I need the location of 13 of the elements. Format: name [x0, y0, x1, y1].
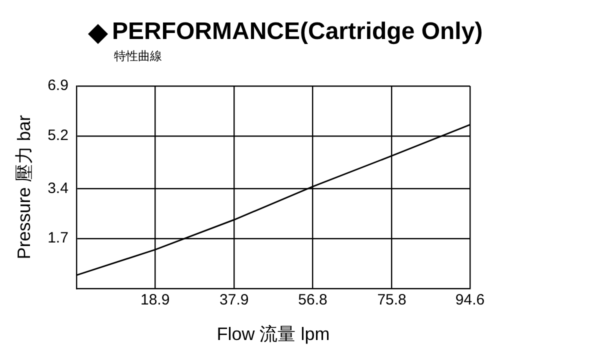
- x-tick-label: 75.8: [377, 292, 406, 309]
- x-tick-label: 56.8: [298, 292, 328, 309]
- x-axis-title: Flow 流量 lpm: [216, 324, 330, 344]
- y-tick-label: 6.9: [48, 77, 68, 94]
- y-tick-label: 1.7: [48, 230, 68, 247]
- x-tick-label: 94.6: [455, 292, 485, 309]
- x-tick-label: 18.9: [140, 292, 170, 309]
- y-tick-label: 5.2: [48, 127, 68, 144]
- y-axis-title: Pressure 壓力 bar: [14, 115, 34, 260]
- y-tick-label: 3.4: [48, 180, 68, 197]
- chart-subtitle: 特性曲線: [114, 48, 162, 65]
- x-tick-label: 37.9: [220, 292, 249, 309]
- chart-title: PERFORMANCE(Cartridge Only): [112, 18, 483, 46]
